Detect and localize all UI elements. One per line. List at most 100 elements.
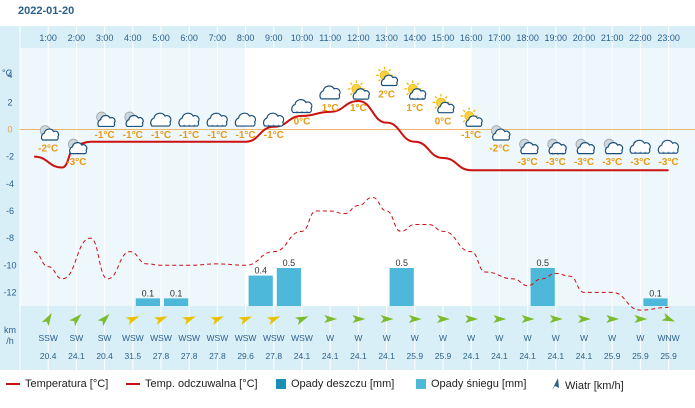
hour-label: 18:00 <box>516 33 539 43</box>
wind-speed: 24.1 <box>548 351 565 361</box>
night-partly-cloudy-icon <box>603 138 624 155</box>
night-partly-cloudy-icon <box>575 138 595 155</box>
hour-band <box>161 48 190 306</box>
snow-bar <box>276 267 301 306</box>
wind-speed: 25.9 <box>604 351 621 361</box>
svg-text:*: * <box>672 152 675 158</box>
legend-label: Wiatr [km/h] <box>565 379 624 392</box>
wind-speed: 27.8 <box>153 351 170 361</box>
hour-label: 6:00 <box>180 33 198 43</box>
sun-cloud-icon <box>460 107 483 127</box>
svg-text:*: * <box>188 125 191 131</box>
wind-arrow-icon <box>153 316 168 325</box>
wind-direction: W <box>354 333 362 343</box>
wind-direction: W <box>439 333 447 343</box>
hour-label: 9:00 <box>265 33 283 43</box>
snow-bar <box>135 298 160 306</box>
y-tick-label: -6 <box>6 206 14 216</box>
svg-text:*: * <box>667 152 670 158</box>
hour-band <box>640 48 669 306</box>
wind-arrow-icon <box>266 316 281 325</box>
hour-band <box>358 48 387 306</box>
svg-text:*: * <box>662 152 665 158</box>
temperature-label: -1°C <box>123 130 143 141</box>
wind-arrow-icon <box>352 315 366 323</box>
wind-arrow-icon <box>549 315 563 323</box>
chart-date: 2022-01-20 <box>18 5 75 17</box>
wind-speed: 24.1 <box>68 351 85 361</box>
snow-bar <box>530 267 555 306</box>
snow-cloud-icon: * * * <box>206 112 228 131</box>
wind-direction: WSW <box>263 333 285 343</box>
svg-text:*: * <box>278 125 281 131</box>
wind-direction: W <box>495 333 503 343</box>
temperature-label: -3°C <box>574 157 594 168</box>
snow-cloud-icon: * * * <box>178 112 200 131</box>
hour-label: 12:00 <box>347 33 370 43</box>
wind-direction: WSW <box>207 333 229 343</box>
temperature-label: -1°C <box>264 130 284 141</box>
legend-item: Opady śniegu [mm] <box>416 378 526 390</box>
svg-text:*: * <box>221 125 224 131</box>
legend-item: Wiatr [km/h] <box>550 378 624 393</box>
svg-text:*: * <box>422 98 425 104</box>
temperature-label: 0°C <box>294 116 311 127</box>
temperature-label: 0°C <box>435 116 452 127</box>
hour-label: 8:00 <box>237 33 255 43</box>
wind-speed: 24.1 <box>463 351 480 361</box>
temperature-label: -1°C <box>461 130 481 141</box>
svg-text:*: * <box>644 152 647 158</box>
snow-cloud-icon: * * * <box>629 139 651 158</box>
svg-text:*: * <box>183 125 186 131</box>
temperature-label: -1°C <box>179 130 199 141</box>
temperature-label: -1°C <box>236 130 256 141</box>
wind-direction: WSW <box>150 333 172 343</box>
hour-label: 13:00 <box>375 33 398 43</box>
svg-text:*: * <box>634 152 637 158</box>
hour-band <box>132 48 161 306</box>
svg-text:*: * <box>193 125 196 131</box>
svg-text:*: * <box>273 125 276 131</box>
night-partly-cloudy-icon <box>519 138 539 155</box>
legend-item: Opady deszczu [mm] <box>276 378 394 390</box>
snow-bar <box>164 298 189 306</box>
wind-speed: 24.1 <box>576 351 593 361</box>
snow-cloud-icon: * * * <box>262 112 285 131</box>
snow-bar <box>248 275 273 306</box>
svg-text:*: * <box>211 125 214 131</box>
wind-direction: W <box>524 333 532 343</box>
wind-direction: W <box>636 333 644 343</box>
wind-arrow-icon <box>493 315 507 323</box>
wind-unit-label: /h <box>6 336 14 346</box>
svg-text:*: * <box>412 98 415 104</box>
snow-bar <box>389 267 414 306</box>
sun-cloud-icon <box>347 80 370 100</box>
wind-arrow-icon <box>69 314 82 327</box>
y-tick-label: -8 <box>6 233 14 243</box>
wind-arrow-icon <box>578 315 591 323</box>
temperature-label: -3°C <box>659 157 679 168</box>
temperature-label: -1°C <box>95 130 115 141</box>
wind-speed: 25.9 <box>660 351 677 361</box>
night-cloudy-icon <box>96 111 116 128</box>
wind-direction: W <box>411 333 419 343</box>
hour-band <box>499 48 528 306</box>
wind-speed: 25.9 <box>407 351 424 361</box>
wind-speed: 25.9 <box>435 351 452 361</box>
night-snow-icon: * * * <box>547 138 567 159</box>
wind-direction: SW <box>70 333 84 343</box>
hour-label: 15:00 <box>432 33 455 43</box>
hour-label: 23:00 <box>657 33 680 43</box>
temperature-line <box>34 99 669 172</box>
wind-speed: 24.1 <box>294 351 311 361</box>
precip-label: 0.1 <box>142 288 155 298</box>
cloud-icon <box>150 112 172 127</box>
y-tick-label: -4 <box>6 179 14 189</box>
hour-label: 21:00 <box>601 33 624 43</box>
temperature-label: -2°C <box>38 144 58 155</box>
snow-cloud-icon: * * * <box>291 99 313 117</box>
wind-arrow-icon <box>408 315 422 323</box>
wind-direction: SW <box>98 333 112 343</box>
temperature-label: 1°C <box>322 103 339 114</box>
precip-label: 0.5 <box>395 258 408 268</box>
